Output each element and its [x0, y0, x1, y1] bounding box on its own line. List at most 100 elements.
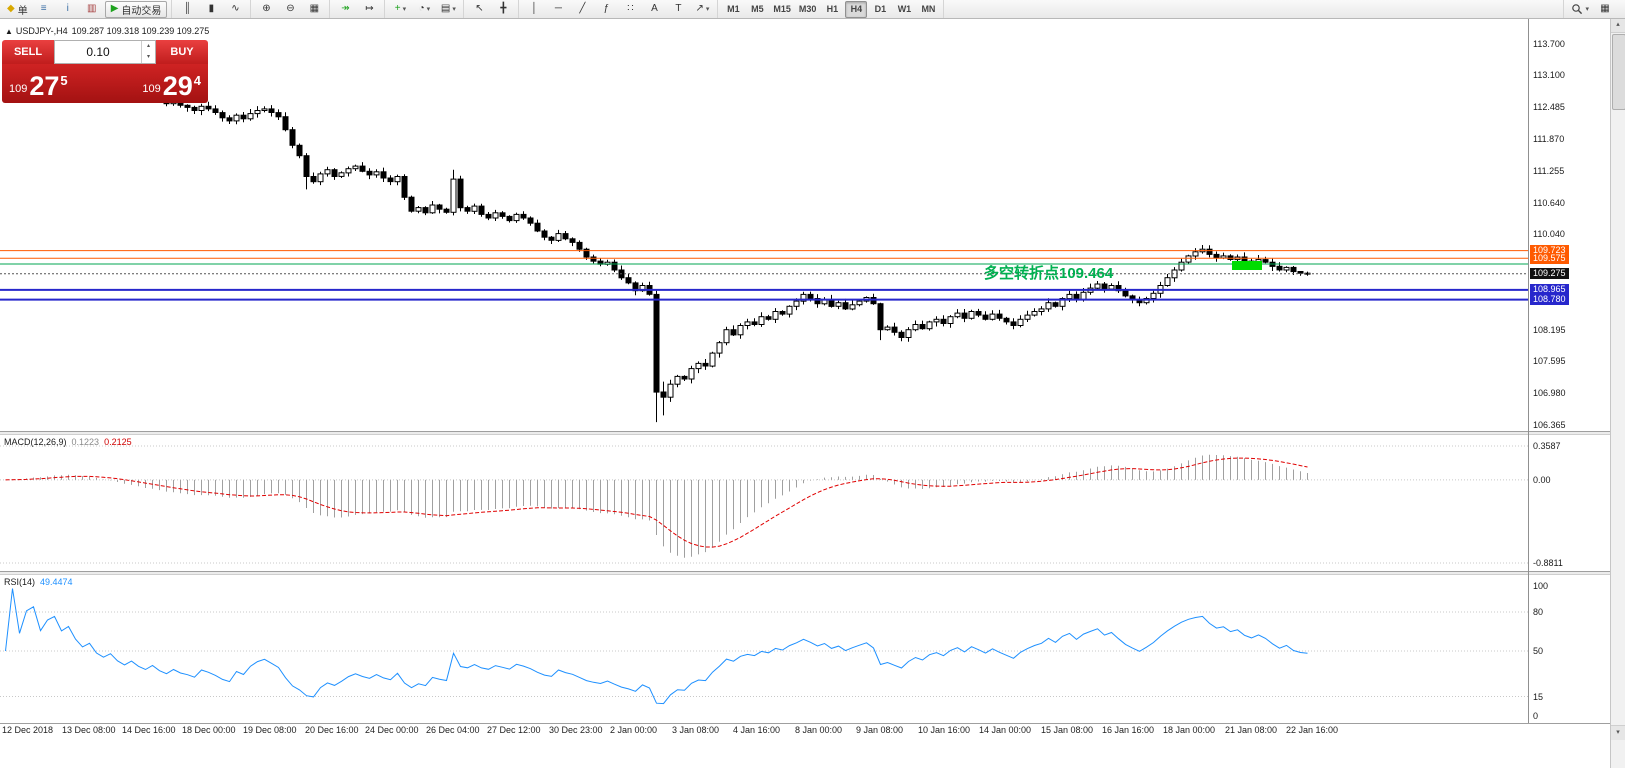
bar-chart-icon: ║: [183, 3, 191, 14]
time-axis-label: 10 Jan 16:00: [918, 725, 971, 735]
volume-down-button[interactable]: ▾: [146, 54, 150, 60]
turning-point-annotation[interactable]: 多空转折点109.464: [984, 265, 1114, 282]
vertical-line-button[interactable]: │: [523, 1, 545, 18]
buy-price-big: 29: [162, 71, 193, 101]
price-tag: 109.575: [1530, 253, 1569, 264]
fibonacci-button[interactable]: ƒ: [595, 1, 617, 18]
rsi-panel-canvas[interactable]: [0, 575, 1528, 723]
toolbar-group: + ▾ ◔ ▾ ▤ ▾: [385, 0, 465, 18]
new-chart-window-button[interactable]: ▦: [1594, 1, 1616, 18]
autotrading-button[interactable]: ▶ 自动交易: [104, 0, 168, 18]
new-order-button[interactable]: ◆ 单: [4, 1, 31, 18]
volume-input[interactable]: 0.10 ▴ ▾: [54, 40, 156, 64]
price-tag: 109.723: [1530, 245, 1569, 256]
main-toolbar: ◆ 单 ≡ i ▥ ▶ 自动交易 ║ ▮ ∿ ⊕ ⊖ ▦ ↠ ↦ + ▾ ◔ ▾ ▤ ▾ ↖ ╋ │ ─ ╱ ƒ ∷ A T ↗ ▾ M1 M5 M…: [0, 0, 1625, 19]
line-chart-icon: ∿: [231, 3, 240, 14]
timeframe-m1-label: M1: [727, 4, 740, 14]
macd-signal-value: 0.2125: [104, 437, 132, 447]
candlestick-chart-button[interactable]: ▮: [200, 1, 222, 18]
data-window-button[interactable]: i: [57, 1, 79, 18]
sell-button[interactable]: SELL: [2, 40, 54, 64]
timeframe-m30[interactable]: M30: [796, 1, 820, 18]
text-label-button[interactable]: T: [667, 1, 689, 18]
timeframe-h4[interactable]: H4: [845, 0, 868, 18]
timeframe-mn-label: MN: [921, 4, 936, 14]
auto-scroll-button[interactable]: ↠: [334, 1, 356, 18]
trendline-button[interactable]: ╱: [571, 1, 593, 18]
timeframe-m15[interactable]: M15: [770, 1, 794, 18]
text-icon: A: [651, 3, 658, 14]
time-axis-label: 9 Jan 08:00: [856, 725, 904, 735]
price-chart-canvas[interactable]: [0, 18, 1528, 431]
arrows-button[interactable]: ↗ ▾: [691, 1, 713, 18]
periods-button[interactable]: ◔ ▾: [413, 1, 435, 18]
time-axis-label: 14 Dec 16:00: [122, 725, 176, 735]
indicators-button[interactable]: + ▾: [389, 1, 411, 18]
toolbar-group: ↠ ↦: [330, 0, 386, 18]
horizontal-line-button[interactable]: ─: [547, 1, 569, 18]
timeframe-mn[interactable]: MN: [917, 1, 939, 18]
rsi-panel-separator[interactable]: [0, 571, 1610, 575]
time-axis-label: 21 Jan 08:00: [1225, 725, 1278, 735]
timeframe-h1[interactable]: H1: [821, 1, 843, 18]
auto-scroll-icon: ↠: [341, 3, 350, 14]
macd-panel-canvas[interactable]: [0, 435, 1528, 571]
chart-shift-button[interactable]: ↦: [358, 1, 380, 18]
chevron-down-icon: ▾: [426, 6, 431, 13]
timeframe-m5-label: M5: [751, 4, 764, 14]
market-watch-button[interactable]: ≡: [33, 1, 55, 18]
terminal-button[interactable]: ▥: [81, 1, 103, 18]
volume-up-button[interactable]: ▴: [146, 43, 150, 49]
zoom-out-button[interactable]: ⊖: [279, 1, 301, 18]
sell-price-display[interactable]: 109 27 5: [9, 64, 68, 103]
time-axis-label: 15 Jan 08:00: [1041, 725, 1094, 735]
templates-button[interactable]: ▤ ▾: [437, 1, 459, 18]
volume-value[interactable]: 0.10: [86, 45, 110, 59]
rsi-axis-label: 100: [1533, 581, 1549, 591]
time-axis-label: 13 Dec 08:00: [62, 725, 116, 735]
sell-price-pip: 5: [60, 73, 68, 88]
chevron-down-icon: ▾: [402, 6, 407, 13]
timeframe-m5[interactable]: M5: [746, 1, 768, 18]
vertical-scrollbar[interactable]: ▴ ▾: [1610, 18, 1625, 768]
crosshair-button[interactable]: ╋: [492, 1, 514, 18]
time-axis: 12 Dec 2018 13 Dec 08:00 14 Dec 16:00 18 De…: [0, 725, 1610, 739]
chevron-down-icon: ▾: [452, 6, 456, 13]
macd-panel-separator[interactable]: [0, 431, 1610, 435]
rsi-axis-label: 15: [1533, 692, 1544, 702]
time-axis-label: 20 Dec 16:00: [305, 725, 359, 735]
collapse-trade-panel-arrow[interactable]: ▲: [5, 27, 13, 36]
crosshair-icon: ╋: [500, 3, 507, 14]
timeframe-m1[interactable]: M1: [722, 1, 744, 18]
buy-price-display[interactable]: 109 29 4: [142, 64, 201, 103]
scrollbar-thumb[interactable]: [1612, 34, 1625, 110]
bar-chart-button[interactable]: ║: [176, 1, 198, 18]
new-order-icon: ◆: [7, 3, 15, 14]
ohlc-values: 109.287 109.318 109.239 109.275: [71, 26, 210, 36]
scroll-down-button[interactable]: ▾: [1611, 725, 1625, 740]
macd-main-value: 0.1223: [71, 437, 100, 447]
search-button[interactable]: ▾: [1568, 1, 1592, 18]
cursor-icon: ↖: [475, 3, 484, 14]
timeframe-d1-label: D1: [874, 4, 887, 14]
macd-axis-label: 0.00: [1533, 475, 1551, 485]
line-chart-button[interactable]: ∿: [224, 1, 246, 18]
toolbar-group: ▾ ▦: [1563, 0, 1625, 18]
shapes-button[interactable]: ∷: [619, 1, 641, 18]
buy-button[interactable]: BUY: [156, 40, 208, 64]
scroll-up-button[interactable]: ▴: [1611, 18, 1625, 33]
timeframe-d1[interactable]: D1: [869, 1, 891, 18]
templates-icon: ▤: [440, 3, 451, 14]
text-button[interactable]: A: [643, 1, 665, 18]
cursor-button[interactable]: ↖: [468, 1, 490, 18]
macd-indicator-label: MACD(12,26,9) 0.1223 0.2125: [4, 437, 137, 447]
zoom-in-button[interactable]: ⊕: [255, 1, 277, 18]
price-axis-label: 111.870: [1533, 134, 1565, 144]
timeframe-w1[interactable]: W1: [893, 1, 915, 18]
rsi-axis-label: 0: [1533, 711, 1539, 721]
new-chart-window-icon: ▦: [1600, 3, 1610, 14]
highlight-rect[interactable]: [1232, 261, 1262, 270]
tile-windows-button[interactable]: ▦: [303, 1, 325, 18]
horizontal-line-icon: ─: [554, 3, 562, 14]
